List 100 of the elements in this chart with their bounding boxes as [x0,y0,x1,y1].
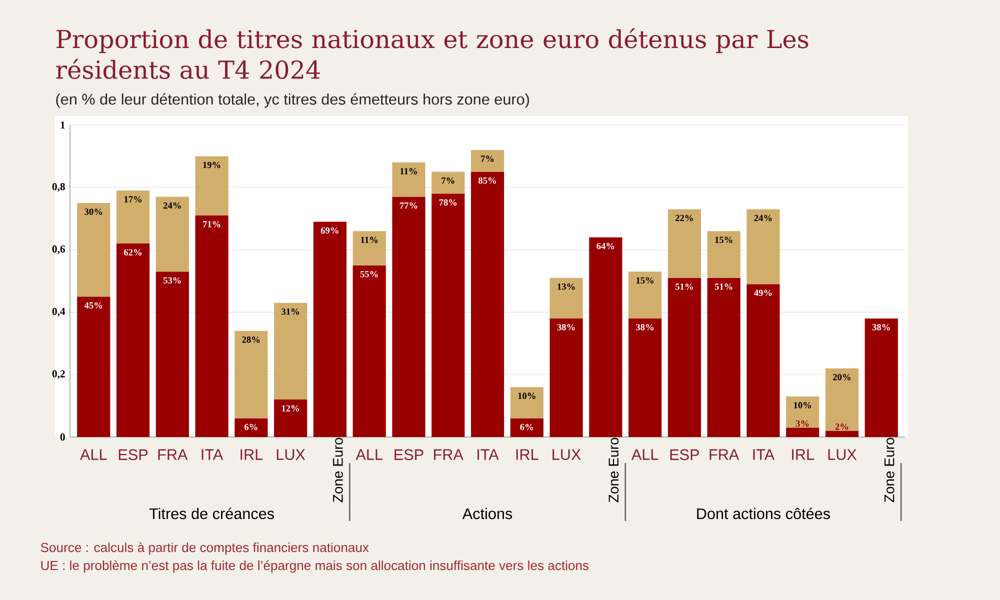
bar [470,150,504,172]
bar [195,215,228,437]
data-label: 11% [361,236,378,244]
bar [234,418,268,437]
data-label: 30% [84,208,102,215]
text: Actions [462,508,512,520]
bar [352,231,386,266]
bar [746,209,780,284]
data-label: 85% [478,177,496,184]
bar [470,172,504,437]
data-label: 6% [520,424,534,430]
y-tick-label: 0,8 [52,183,65,192]
source-note: Source : calculs à partir de comptes financiers nationaux [40,542,369,555]
data-label: 62% [124,249,142,256]
bar [274,302,308,400]
data-label: 6% [244,424,258,430]
bar [707,231,740,278]
bar [668,278,701,437]
y-tick-label: 1 [60,121,65,129]
data-label: 64% [596,242,614,250]
bar [156,196,189,272]
data-label: 69% [320,227,338,234]
data-label: 15% [715,236,732,244]
bar [825,368,859,431]
data-label: 22% [676,214,693,222]
data-label: 55% [360,270,378,278]
x-tick-label: ESP [118,449,148,460]
bar [392,196,426,437]
x-tick-label: ALL [356,449,382,460]
bar [392,162,426,197]
data-label: 31% [282,308,300,315]
bar [156,272,189,437]
data-label: 24% [163,202,181,209]
x-tick-label: ESP [670,449,699,460]
x-tick-label: IRL [792,449,814,460]
bar [668,209,701,278]
x-tick-label: IRL [516,449,538,460]
bar [274,400,308,437]
x-tick-label: FRA [158,449,188,460]
bar [825,430,859,437]
data-label: 7% [481,156,494,162]
data-label: 7% [442,177,454,184]
bar [77,296,110,437]
data-label: 24% [754,214,772,222]
data-label: 51% [675,283,693,290]
bar [864,318,898,437]
text: Dont actions côtées [697,508,830,520]
x-tick-label: ITA [478,449,499,460]
data-label: 49% [754,290,772,296]
data-label: 78% [439,199,457,206]
y-tick-label: 0,6 [52,245,65,254]
data-label: 38% [557,324,575,330]
bar [432,194,465,437]
bar [786,428,820,437]
data-label: 38% [636,324,654,330]
x-tick-label: ESP [394,449,424,460]
x-tick-label: ITA [753,449,775,460]
text: UE : le problème n’est pas la fuite de l’épargne mais son allocation insuffisante vers les actions [41,560,589,573]
x-tick-label: LUX [552,449,581,460]
x-tick-label: FRA [434,449,464,460]
y-tick-label: 0 [60,433,65,441]
data-label: 15% [636,277,654,284]
x-tick-label: Zone Euro [884,438,894,502]
bar [746,284,780,437]
data-label: 71% [202,221,220,228]
data-label: 11% [400,168,417,174]
bar [628,272,662,318]
bar [352,265,386,437]
bar [707,278,740,437]
x-tick-label: ALL [631,449,658,460]
y-tick-label: 0,4 [52,308,66,317]
bar [550,278,583,318]
bar [77,202,110,297]
x-tick-label: ITA [202,449,224,460]
data-label: 17% [124,196,142,202]
data-label: 19% [203,162,220,168]
bar [432,172,465,194]
data-label: 38% [872,324,890,330]
data-label: 3% [796,420,809,427]
bar [313,222,346,437]
bar [510,387,544,418]
x-tick-label: ALL [80,449,107,460]
text: Titres de créances [149,508,274,520]
chart-subtitle: (en % de leur détention totale, yc titres des émetteurs hors zone euro) [56,93,529,108]
bar [116,190,150,244]
data-label: 77% [400,202,418,209]
data-label: 45% [84,302,102,309]
x-tick-label: IRL [240,449,263,460]
data-label: 13% [558,283,575,290]
chart-title: Proportion de titres nationaux et zone euro détenus par Les résidents au T4 2024 [56,28,808,80]
data-label: 12% [282,405,300,412]
data-label: 10% [794,402,812,408]
data-label: 20% [833,374,850,380]
bar [786,396,820,428]
y-tick-label: 0,2 [52,370,65,379]
bar [628,318,662,437]
data-label: 10% [518,392,536,400]
bar [510,418,544,437]
bar [550,318,583,437]
x-tick-label: LUX [828,449,857,460]
